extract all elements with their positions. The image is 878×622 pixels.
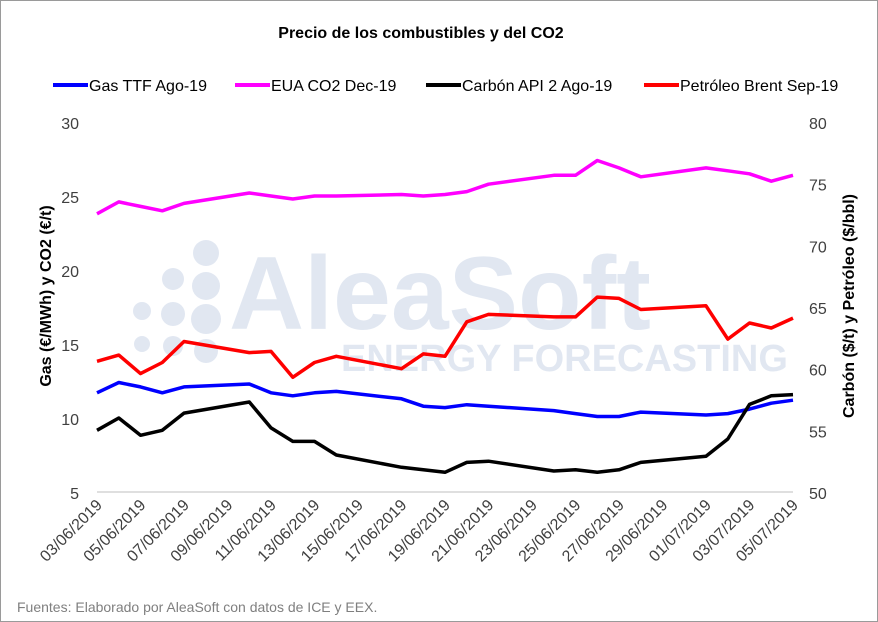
watermark-dot [163,336,183,356]
chart-svg: AleaSoft ENERGY FORECASTING Precio de lo… [37,25,858,565]
y-right-tick-label: 75 [809,178,827,195]
source-note: Fuentes: Elaborado por AleaSoft con dato… [17,599,378,615]
y-axis-left-label: Gas (€/MWh) y CO2 (€/t) [38,205,55,386]
watermark-dot [162,268,184,290]
legend-label: Petróleo Brent Sep-19 [680,78,838,95]
y-left-tick-label: 5 [70,486,79,503]
watermark-dot [192,272,220,300]
legend: Gas TTF Ago-19 EUA CO2 Dec-19 Carbón API 2… [53,78,838,95]
legend-label: Carbón API 2 Ago-19 [462,78,612,95]
y-right-tick-label: 65 [809,301,827,318]
y-right-tick-label: 60 [809,363,827,380]
watermark-dot [133,302,151,320]
y-left-tick-label: 25 [61,190,79,207]
series-lines [96,158,794,475]
watermark-dot [161,302,185,326]
y-left-tick-label: 30 [61,116,79,133]
y-right-tick-label: 80 [809,116,827,133]
watermark-tagline: ENERGY FORECASTING [341,338,788,380]
series-line-2 [96,158,794,216]
watermark-dot [191,304,221,334]
y-axis-right-label: Carbón ($/t) y Petróleo ($/bbl) [841,194,858,418]
series-line-4 [96,295,794,380]
legend-label: EUA CO2 Dec-19 [271,78,396,95]
y-right-tick-label: 70 [809,239,827,256]
series-line-1 [96,380,794,419]
watermark-dot [193,240,219,266]
series-line-3 [96,392,794,475]
y-right-tick-label: 55 [809,424,827,441]
chart-title: Precio de los combustibles y del CO2 [278,25,564,42]
legend-label: Gas TTF Ago-19 [89,78,207,95]
y-left-tick-label: 20 [61,264,79,281]
y-right-tick-label: 50 [809,486,827,503]
watermark-brand: AleaSoft [229,236,651,352]
y-left-tick-label: 15 [61,338,79,355]
y-left-tick-label: 10 [61,412,79,429]
watermark-dot [134,336,150,352]
